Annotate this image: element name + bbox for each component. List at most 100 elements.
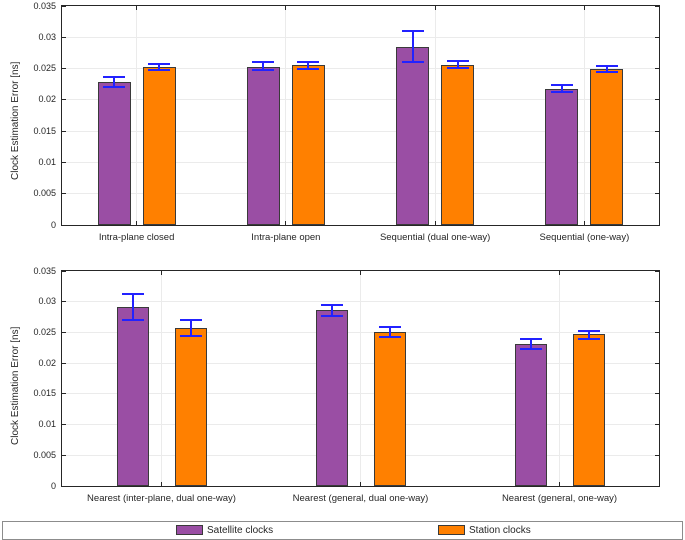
error-bar-cap-bottom xyxy=(179,334,202,337)
error-bar-cap-bottom xyxy=(320,314,343,317)
y-tick-left xyxy=(62,270,66,272)
error-bar-cap-bottom xyxy=(519,348,542,350)
top-bar-chart: Clock Estimation Error [ns] 0 0.005 0.01 0.… xyxy=(0,0,685,250)
h-gridline xyxy=(62,193,659,195)
y-axis-label-top: Clock Estimation Error [ns] xyxy=(10,61,21,180)
bar-station-clocks xyxy=(590,69,624,225)
error-bar-cap-top xyxy=(121,293,144,296)
error-bar-cap-top xyxy=(103,75,126,78)
y-tick-right xyxy=(655,99,659,101)
error-bar-cap-bottom xyxy=(550,91,573,94)
error-bar-line xyxy=(189,320,192,336)
y-tick-label: 0.01 xyxy=(38,156,56,167)
x-category-label: Intra-plane closed xyxy=(98,232,175,243)
y-tick-right xyxy=(655,301,659,303)
error-bar-line xyxy=(456,61,459,68)
x-tick-top xyxy=(583,6,585,10)
legend-swatch-station-clocks xyxy=(438,525,465,535)
bar-satellite-clocks xyxy=(116,307,149,486)
bar-station-clocks xyxy=(174,328,207,486)
v-gridline xyxy=(559,271,560,486)
x-tick-top xyxy=(161,271,162,275)
error-bar-cap-bottom xyxy=(446,66,469,69)
y-tick-right xyxy=(655,362,659,364)
error-bar-cap-bottom xyxy=(401,61,424,64)
error-bar-line xyxy=(587,330,590,339)
v-gridline xyxy=(136,6,138,225)
y-tick-right xyxy=(655,331,659,333)
error-bar-cap-top xyxy=(297,60,320,63)
bar-satellite-clocks xyxy=(396,46,430,225)
x-tick-top xyxy=(434,6,436,10)
y-tick-left xyxy=(62,36,66,38)
y-tick-right xyxy=(655,454,659,456)
error-bar-cap-top xyxy=(446,60,469,63)
x-tick-bottom xyxy=(434,221,436,225)
y-tick-left xyxy=(62,301,66,303)
y-tick-right xyxy=(655,161,659,163)
y-tick-left xyxy=(62,454,66,456)
y-tick-left xyxy=(62,5,66,7)
y-tick-right xyxy=(655,5,659,7)
bar-satellite-clocks xyxy=(514,344,547,486)
x-category-label: Sequential (dual one-way) xyxy=(379,232,491,243)
error-bar-line xyxy=(262,62,265,71)
h-gridline xyxy=(62,130,659,132)
y-tick-label: 0.01 xyxy=(38,419,56,430)
x-tick-bottom xyxy=(559,482,560,486)
bottom-bar-chart: Clock Estimation Error [ns] 0 0.005 0.01 0.… xyxy=(0,260,685,515)
bar-station-clocks xyxy=(373,331,406,486)
bar-station-clocks xyxy=(142,67,176,225)
y-tick-label: 0.03 xyxy=(38,31,56,42)
error-bar-cap-bottom xyxy=(577,337,600,340)
error-bar-cap-top xyxy=(252,61,275,64)
y-tick-label: 0.035 xyxy=(33,0,56,11)
y-tick-right xyxy=(655,193,659,195)
bar-satellite-clocks xyxy=(545,88,579,225)
h-gridline xyxy=(62,36,659,38)
x-category-label: Nearest (general, dual one-way) xyxy=(292,493,429,504)
error-bar-cap-top xyxy=(577,329,600,332)
y-tick-label: 0 xyxy=(50,480,56,491)
error-bar-line xyxy=(529,339,532,349)
error-bar-line xyxy=(388,326,391,337)
error-bar-cap-top xyxy=(519,338,542,341)
bar-satellite-clocks xyxy=(315,310,348,486)
legend-label-satellite-clocks: Satellite clocks xyxy=(207,525,274,536)
y-tick-label: 0.015 xyxy=(33,388,56,399)
plot-area-top: 0 0.005 0.01 0.015 0.02 0.025 0.03 0.035 Intra-p… xyxy=(33,1,660,243)
error-bar-cap-bottom xyxy=(103,85,126,88)
x-tick-bottom xyxy=(360,482,361,486)
v-gridline xyxy=(360,271,361,486)
error-bar-cap-bottom xyxy=(378,335,401,338)
y-tick-right xyxy=(655,68,659,70)
error-bar-cap-top xyxy=(320,303,343,306)
bar-station-clocks xyxy=(291,65,325,225)
bar-station-clocks xyxy=(441,64,475,225)
h-gridline xyxy=(62,161,659,163)
y-tick-right xyxy=(655,424,659,426)
error-bar-line xyxy=(113,76,116,87)
y-tick-label: 0.025 xyxy=(33,63,56,74)
x-tick-top xyxy=(136,6,138,10)
y-tick-left xyxy=(62,424,66,426)
y-tick-label: 0.03 xyxy=(38,296,56,307)
y-tick-label: 0.025 xyxy=(33,326,56,337)
error-bar-cap-top xyxy=(401,30,424,33)
y-tick-label: 0.005 xyxy=(33,188,56,199)
x-tick-bottom xyxy=(161,482,162,486)
legend-swatch-satellite-clocks xyxy=(176,525,203,535)
x-tick-bottom xyxy=(583,221,585,225)
error-bar-cap-top xyxy=(595,65,618,68)
y-tick-right xyxy=(655,130,659,132)
x-tick-bottom xyxy=(136,221,138,225)
h-gridline xyxy=(62,99,659,101)
bar-station-clocks xyxy=(572,334,605,486)
error-bar-cap-bottom xyxy=(595,71,618,74)
legend-label-station-clocks: Station clocks xyxy=(469,525,531,536)
error-bar-cap-top xyxy=(550,83,573,86)
error-bar-line xyxy=(131,294,134,321)
error-bar-cap-bottom xyxy=(297,67,320,70)
y-tick-left xyxy=(62,99,66,101)
